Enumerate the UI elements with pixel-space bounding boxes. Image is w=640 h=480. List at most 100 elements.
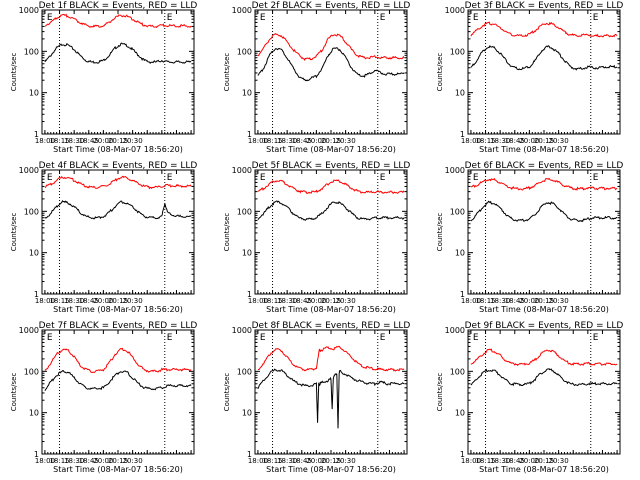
e-marker-label: E (260, 13, 266, 23)
y-tick-label: 10 (455, 409, 465, 418)
series-line-lld (257, 33, 405, 61)
x-tick-label: 20:15 (321, 137, 341, 145)
y-tick-label: 1 (460, 130, 465, 139)
y-tick-label: 1000 (232, 6, 252, 15)
x-tick-label: 18:00 (248, 297, 268, 305)
y-tick-label: 1000 (19, 166, 39, 175)
x-tick-label: 20:00 (519, 457, 539, 465)
x-tick-label: 18:00 (35, 457, 55, 465)
e-marker-label: E (473, 173, 479, 183)
x-tick-label: 20:30 (336, 297, 356, 305)
x-tick-label: 20:00 (93, 137, 113, 145)
x-tick-label: 18:45 (79, 297, 99, 305)
plot-frame (254, 169, 408, 295)
chart-panel-5: Det 5f BLACK = Events, RED = LLD 1 10 100 10… (223, 161, 410, 314)
y-tick-label: 1 (247, 130, 252, 139)
series-line-events (257, 368, 405, 429)
x-tick-label: 18:00 (461, 457, 481, 465)
chart-title: Det 6f BLACK = Events, RED = LLD (465, 161, 624, 171)
y-tick-label: 10 (242, 409, 252, 418)
x-tick-label: 18:45 (505, 297, 525, 305)
y-tick-label: 1 (34, 290, 39, 299)
y-tick-label: 1000 (232, 326, 252, 335)
e-marker-label: E (167, 333, 173, 343)
x-tick-label: 18:15 (49, 297, 69, 305)
x-tick-label: 20:15 (108, 457, 128, 465)
series-line-events (257, 47, 405, 82)
e-marker-label: E (473, 13, 479, 23)
y-tick-label: 1000 (445, 326, 465, 335)
x-tick-label: 20:30 (549, 457, 569, 465)
chart-panel-2: Det 2f BLACK = Events, RED = LLD 1 10 100 10… (223, 1, 410, 154)
x-tick-label: 18:15 (262, 297, 282, 305)
x-axis-label: Start Time (08-Mar-07 18:56:20) (266, 305, 396, 314)
e-marker-label: E (593, 173, 599, 183)
series-line-events (470, 44, 618, 71)
x-tick-label: 18:45 (79, 137, 99, 145)
series-line-lld (470, 21, 618, 38)
x-tick-label: 18:00 (248, 457, 268, 465)
series-line-lld (44, 347, 192, 374)
plot-frame (467, 329, 621, 455)
series-line-events (257, 200, 405, 221)
x-tick-label: 20:15 (108, 137, 128, 145)
x-tick-label: 20:15 (108, 297, 128, 305)
x-axis-label: Start Time (08-Mar-07 18:56:20) (479, 465, 609, 474)
y-tick-label: 100 (450, 367, 465, 376)
chart-panel-4: Det 4f BLACK = Events, RED = LLD 1 10 100 10… (10, 161, 197, 314)
y-tick-label: 1 (247, 290, 252, 299)
x-tick-label: 18:00 (248, 137, 268, 145)
x-tick-label: 18:30 (64, 137, 84, 145)
series-line-lld (44, 13, 192, 29)
x-tick-label: 20:30 (123, 137, 143, 145)
chart-title: Det 7f BLACK = Events, RED = LLD (39, 321, 198, 331)
y-tick-label: 100 (450, 207, 465, 216)
plot-frame (467, 9, 621, 135)
x-axis-label: Start Time (08-Mar-07 18:56:20) (266, 465, 396, 474)
y-tick-label: 100 (237, 47, 252, 56)
x-tick-label: 20:30 (549, 137, 569, 145)
x-tick-label: 18:15 (262, 457, 282, 465)
x-tick-label: 20:15 (534, 137, 554, 145)
chart-title: Det 3f BLACK = Events, RED = LLD (465, 1, 624, 11)
x-tick-label: 20:00 (93, 457, 113, 465)
y-tick-label: 1 (460, 450, 465, 459)
y-tick-label: 100 (24, 47, 39, 56)
x-tick-label: 18:15 (475, 297, 495, 305)
x-tick-label: 20:15 (534, 457, 554, 465)
x-tick-label: 18:45 (505, 137, 525, 145)
x-tick-label: 18:30 (490, 297, 510, 305)
y-tick-label: 10 (29, 409, 39, 418)
e-marker-label: E (593, 333, 599, 343)
e-marker-label: E (380, 333, 386, 343)
x-tick-label: 18:15 (49, 137, 69, 145)
y-tick-label: 1000 (19, 326, 39, 335)
e-marker-label: E (380, 173, 386, 183)
e-marker-label: E (473, 333, 479, 343)
x-axis-label: Start Time (08-Mar-07 18:56:20) (53, 145, 183, 154)
series-line-events (470, 368, 618, 387)
series-line-events (470, 200, 618, 223)
x-tick-label: 18:45 (292, 297, 312, 305)
x-tick-label: 20:30 (123, 297, 143, 305)
e-marker-label: E (47, 333, 53, 343)
series-line-lld (257, 179, 405, 195)
x-tick-label: 18:45 (292, 137, 312, 145)
x-tick-label: 18:30 (64, 297, 84, 305)
chart-panel-3: Det 3f BLACK = Events, RED = LLD 1 10 100 10… (436, 1, 623, 154)
x-tick-label: 18:15 (475, 457, 495, 465)
y-tick-label: 10 (29, 249, 39, 258)
y-tick-label: 1000 (445, 166, 465, 175)
y-tick-label: 100 (237, 207, 252, 216)
y-axis-label: Counts/sec (223, 213, 231, 252)
e-marker-label: E (593, 13, 599, 23)
x-tick-label: 18:00 (461, 137, 481, 145)
x-axis-label: Start Time (08-Mar-07 18:56:20) (479, 305, 609, 314)
x-tick-label: 20:00 (306, 137, 326, 145)
series-line-lld (44, 175, 192, 190)
x-axis-label: Start Time (08-Mar-07 18:56:20) (479, 145, 609, 154)
e-marker-label: E (167, 13, 173, 23)
y-axis-label: Counts/sec (10, 373, 18, 412)
y-tick-label: 10 (455, 249, 465, 258)
